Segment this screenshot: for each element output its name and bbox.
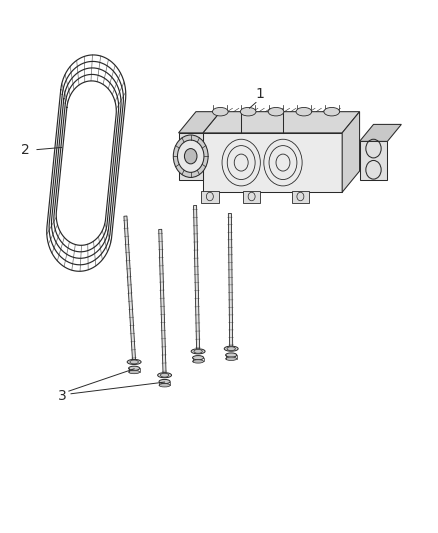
Ellipse shape xyxy=(159,384,170,387)
Bar xyxy=(292,191,309,203)
Ellipse shape xyxy=(227,347,235,351)
Bar xyxy=(201,191,219,203)
Polygon shape xyxy=(342,112,360,192)
Ellipse shape xyxy=(194,350,202,353)
Circle shape xyxy=(184,149,197,164)
Polygon shape xyxy=(360,141,388,180)
Ellipse shape xyxy=(127,359,141,365)
Ellipse shape xyxy=(268,108,284,116)
Polygon shape xyxy=(228,213,233,349)
Text: 3: 3 xyxy=(58,390,67,403)
Text: 1: 1 xyxy=(256,87,265,101)
Ellipse shape xyxy=(212,108,228,116)
Polygon shape xyxy=(203,133,342,192)
Ellipse shape xyxy=(226,357,237,360)
Ellipse shape xyxy=(193,360,204,363)
Ellipse shape xyxy=(129,370,140,374)
Polygon shape xyxy=(203,112,360,133)
Bar xyxy=(243,191,260,203)
Polygon shape xyxy=(194,206,200,351)
Polygon shape xyxy=(159,229,166,375)
Ellipse shape xyxy=(159,379,170,384)
Ellipse shape xyxy=(193,356,204,360)
Ellipse shape xyxy=(296,108,312,116)
Polygon shape xyxy=(179,133,203,180)
Ellipse shape xyxy=(191,349,205,354)
Ellipse shape xyxy=(324,108,339,116)
Ellipse shape xyxy=(158,373,172,378)
Polygon shape xyxy=(179,112,220,133)
Text: 2: 2 xyxy=(21,143,30,157)
Ellipse shape xyxy=(224,346,238,351)
Ellipse shape xyxy=(240,108,256,116)
Polygon shape xyxy=(360,124,401,141)
Ellipse shape xyxy=(130,360,138,364)
Ellipse shape xyxy=(226,353,237,357)
Circle shape xyxy=(177,140,204,172)
Polygon shape xyxy=(124,216,136,362)
Circle shape xyxy=(173,135,208,177)
Ellipse shape xyxy=(129,366,140,370)
Ellipse shape xyxy=(160,373,169,377)
